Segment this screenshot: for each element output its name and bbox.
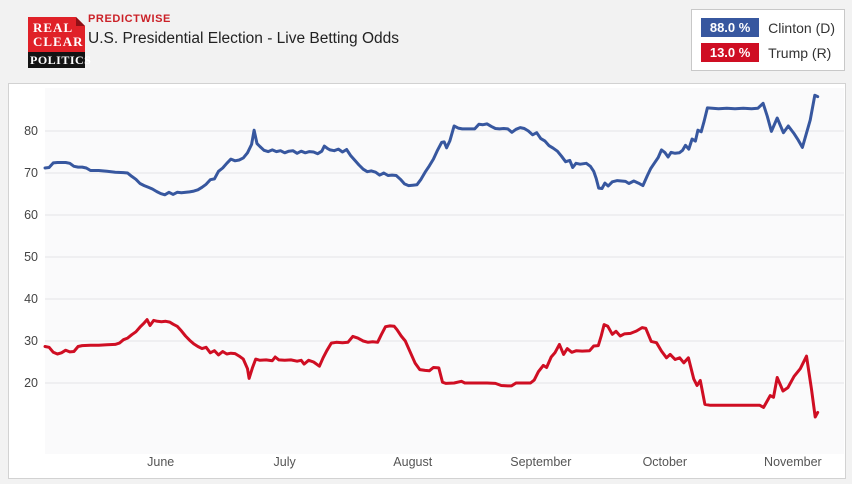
logo-text-real-clear: REAL CLEAR <box>28 17 85 49</box>
y-tick-label-20: 20 <box>24 376 38 390</box>
chart-card: 20 30 40 50 60 70 80 June July August September Oc… <box>8 83 846 479</box>
logo-line-clear: CLEAR <box>33 34 84 49</box>
logo-politics-bar: POLITICS <box>28 52 91 68</box>
logo-fold-corner-icon <box>76 17 85 26</box>
header-titles: PREDICTWISE U.S. Presidential Election -… <box>88 13 399 48</box>
logo-red-box: REAL CLEAR <box>28 17 85 52</box>
y-tick-label-50: 50 <box>24 250 38 264</box>
source-kicker: PREDICTWISE <box>88 13 171 25</box>
clinton-d-line <box>43 93 820 197</box>
x-tick-label-october: October <box>642 455 688 469</box>
legend-box: 88.0 % Clinton (D) 13.0 % Trump (R) <box>691 9 845 71</box>
realclearpolitics-logo: REAL CLEAR POLITICS <box>28 17 91 68</box>
x-tick-label-july: July <box>273 455 296 469</box>
page-title: U.S. Presidential Election - Live Bettin… <box>88 30 400 47</box>
plot-area <box>45 88 844 454</box>
logo-line-real: REAL <box>33 20 74 35</box>
trump-odds-badge: 13.0 % <box>701 43 760 62</box>
y-tick-label-80: 80 <box>24 124 38 138</box>
y-tick-label-40: 40 <box>24 292 38 306</box>
x-tick-label-august: August <box>393 455 433 469</box>
y-tick-label-60: 60 <box>24 208 38 222</box>
trump-legend-label: Trump (R) <box>768 44 832 61</box>
header-bar: REAL CLEAR POLITICS PREDICTWISE U.S. Pre… <box>0 0 852 83</box>
legend-row-trump: 13.0 % Trump (R) <box>701 43 835 62</box>
x-tick-label-september: September <box>510 455 572 469</box>
clinton-legend-label: Clinton (D) <box>768 19 835 36</box>
x-tick-label-november: November <box>764 455 822 469</box>
legend-row-clinton: 88.0 % Clinton (D) <box>701 18 835 37</box>
clinton-odds-badge: 88.0 % <box>701 18 760 37</box>
x-tick-label-june: June <box>147 455 175 469</box>
betting-odds-line-chart <box>43 93 844 419</box>
trump-r-line <box>43 318 820 419</box>
y-tick-label-30: 30 <box>24 334 38 348</box>
logo-line-politics: POLITICS <box>30 53 92 67</box>
y-tick-label-70: 70 <box>24 166 38 180</box>
